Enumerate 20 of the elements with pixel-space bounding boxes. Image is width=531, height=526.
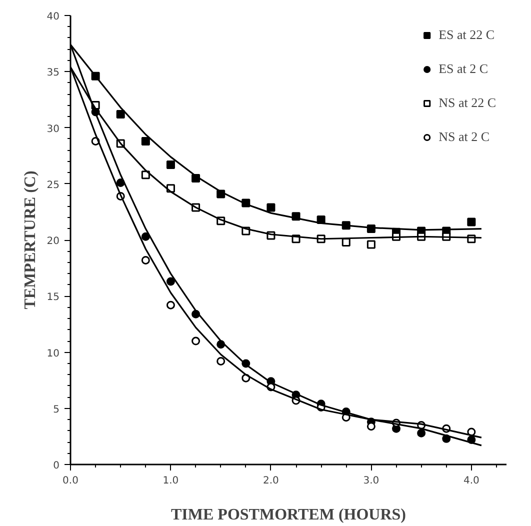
y-tick-label: 25 xyxy=(46,180,60,191)
legend-label: ES at 2 C xyxy=(438,61,488,77)
x-tick-label: 2.0 xyxy=(263,476,279,486)
y-tick-label: 5 xyxy=(53,404,60,416)
y-tick-label: 10 xyxy=(46,348,60,360)
y-tick-label: 0 xyxy=(53,460,60,472)
y-tick-label: 35 xyxy=(46,68,60,79)
legend-label: ES at 22 C xyxy=(438,27,495,43)
x-tick-label: 0.0 xyxy=(62,476,78,486)
x-axis-title: TIME POSTMORTEM (HOURS) xyxy=(171,506,406,524)
y-tick-label: 30 xyxy=(46,124,60,135)
legend-label: NS at 22 C xyxy=(438,95,496,111)
y-axis-title: TEMPERTURE (C) xyxy=(22,170,39,310)
y-tick-label: 15 xyxy=(46,292,60,304)
legend-label: NS at 2 C xyxy=(438,129,490,145)
x-tick-label: 3.0 xyxy=(363,476,380,486)
x-tick-label: 1.0 xyxy=(162,476,179,486)
y-tick-label: 20 xyxy=(46,236,60,247)
y-tick-label: 40 xyxy=(46,12,60,22)
x-tick-label: 4.0 xyxy=(463,476,480,486)
